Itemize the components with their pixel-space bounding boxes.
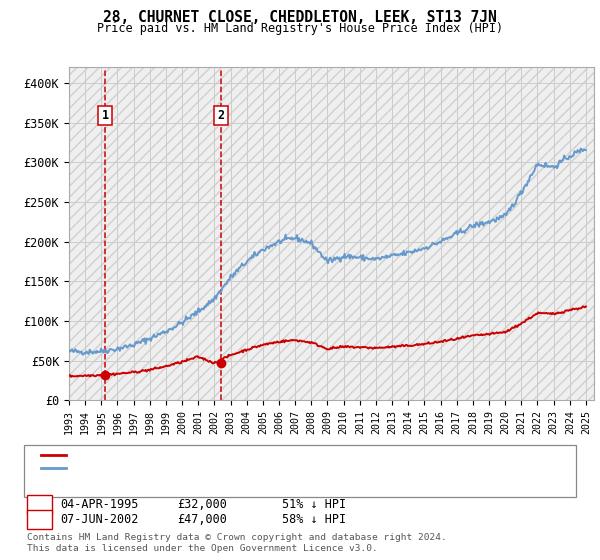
- Text: HPI: Average price, detached house, Staffordshire Moorlands: HPI: Average price, detached house, Staf…: [70, 463, 453, 473]
- Text: 1: 1: [36, 497, 43, 511]
- Text: Contains HM Land Registry data © Crown copyright and database right 2024.
This d: Contains HM Land Registry data © Crown c…: [27, 533, 447, 553]
- Text: £47,000: £47,000: [177, 512, 227, 526]
- Text: 51% ↓ HPI: 51% ↓ HPI: [282, 497, 346, 511]
- Text: 28, CHURNET CLOSE, CHEDDLETON, LEEK, ST13 7JN: 28, CHURNET CLOSE, CHEDDLETON, LEEK, ST1…: [103, 10, 497, 25]
- Text: 28, CHURNET CLOSE, CHEDDLETON, LEEK, ST13 7JN (detached house): 28, CHURNET CLOSE, CHEDDLETON, LEEK, ST1…: [70, 450, 473, 460]
- Text: 07-JUN-2002: 07-JUN-2002: [60, 512, 139, 526]
- Text: 1: 1: [102, 109, 109, 122]
- Text: 2: 2: [218, 109, 225, 122]
- Text: £32,000: £32,000: [177, 497, 227, 511]
- Text: 58% ↓ HPI: 58% ↓ HPI: [282, 512, 346, 526]
- Text: 04-APR-1995: 04-APR-1995: [60, 497, 139, 511]
- Text: Price paid vs. HM Land Registry's House Price Index (HPI): Price paid vs. HM Land Registry's House …: [97, 22, 503, 35]
- Text: 2: 2: [36, 512, 43, 526]
